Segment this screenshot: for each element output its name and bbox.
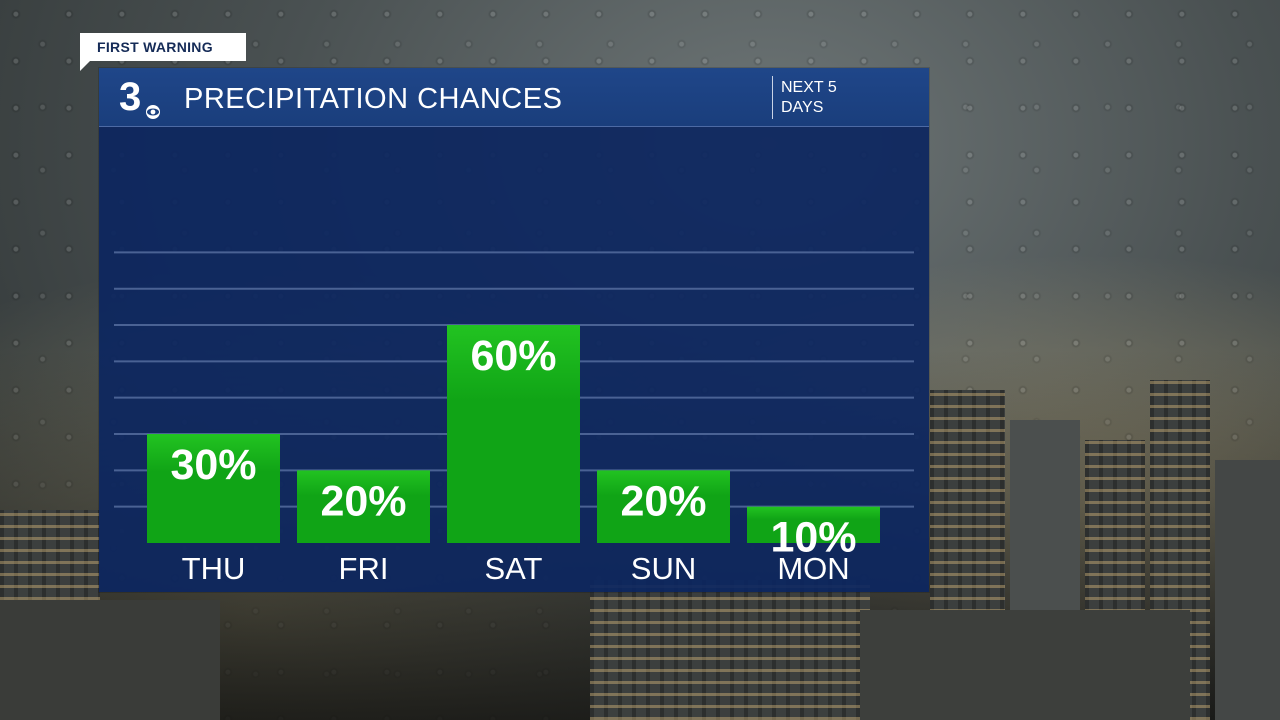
- bar-value-label: 30%: [170, 441, 256, 489]
- precipitation-bar-chart: 30% THU 20% FRI 60% SAT 20% SUN 10%MON: [114, 251, 914, 586]
- category-label: MON: [777, 551, 849, 586]
- first-warning-tag: FIRST WARNING: [80, 33, 246, 71]
- bar-mon: [747, 506, 880, 543]
- category-label: SUN: [631, 551, 696, 586]
- chart-header: 3 PRECIPITATION CHANCES NEXT 5 DAYS: [99, 68, 929, 127]
- bar-sat: [447, 325, 580, 543]
- bar-value-label: 60%: [470, 332, 556, 380]
- logo-text: 3: [119, 75, 141, 119]
- bar-value-label: 20%: [620, 477, 706, 525]
- chart-title: PRECIPITATION CHANCES: [184, 83, 563, 115]
- bar-fri: [297, 470, 430, 543]
- category-label: THU: [182, 551, 246, 586]
- chart-subtitle: NEXT 5 DAYS: [781, 79, 837, 116]
- bar-value-label: 20%: [320, 477, 406, 525]
- bar-value-label: 10%: [770, 514, 856, 562]
- bar-sun: [597, 470, 730, 543]
- category-label: SAT: [485, 551, 543, 586]
- station-logo-icon: 3: [119, 75, 160, 119]
- bar-thu: [147, 434, 280, 543]
- category-label: FRI: [339, 551, 389, 586]
- chart-panel: 3 PRECIPITATION CHANCES NEXT 5 DAYS 30% T…: [99, 68, 929, 592]
- header-divider: [772, 76, 773, 119]
